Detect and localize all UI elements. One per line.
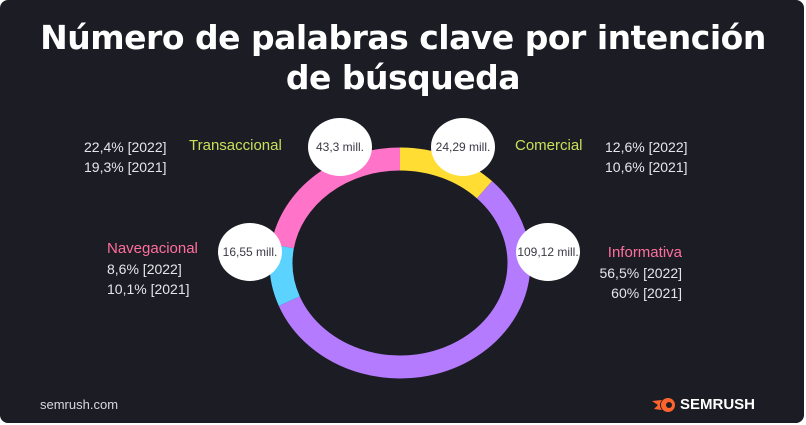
transaccional-percentages: 22,4% [2022] 19,3% [2021] bbox=[84, 137, 167, 177]
informativa-block: Informativa 56,5% [2022] 60% [2021] bbox=[590, 243, 682, 303]
bubble-circle bbox=[218, 223, 282, 281]
pct-2022: 8,6% [2022] bbox=[107, 261, 182, 277]
source-link[interactable]: semrush.com bbox=[40, 397, 119, 412]
pct-2021: 60% [2021] bbox=[611, 285, 682, 301]
bubble-circle bbox=[516, 223, 580, 281]
semrush-logo: SEMRUSH bbox=[652, 396, 755, 413]
pct-2022: 56,5% [2022] bbox=[599, 265, 682, 281]
value-label: 24,29 mill. bbox=[436, 140, 491, 154]
legend-label-navegacional: Navegacional bbox=[107, 240, 198, 257]
pct-2021: 19,3% [2021] bbox=[84, 159, 167, 175]
semrush-flame-icon bbox=[652, 397, 675, 412]
title-line-1: Número de palabras clave por intención bbox=[40, 18, 766, 57]
donut-slice-informativa bbox=[278, 181, 531, 379]
pct-2021: 10,1% [2021] bbox=[107, 281, 190, 297]
bubble-circle bbox=[431, 118, 495, 176]
value-bubble-comercial: 24,29 mill. bbox=[431, 118, 495, 176]
legend-label-comercial: Comercial bbox=[515, 137, 583, 154]
value-bubble-informativa: 109,12 mill. bbox=[516, 223, 580, 281]
brand-name: SEMRUSH bbox=[680, 396, 756, 413]
legend-label-informativa: Informativa bbox=[607, 244, 682, 261]
pct-2021: 10,6% [2021] bbox=[605, 159, 688, 175]
legend-label-transaccional: Transaccional bbox=[189, 137, 282, 154]
title-line-2: de búsqueda bbox=[285, 58, 521, 97]
chart-title: Número de palabras clave por intención d… bbox=[0, 18, 806, 98]
value-label: 43,3 mill. bbox=[316, 140, 364, 154]
value-bubble-transaccional: 43,3 mill. bbox=[308, 118, 372, 176]
value-label: 109,12 mill. bbox=[517, 245, 578, 259]
donut-slice-transaccional bbox=[271, 147, 401, 249]
donut-slice-navegacional bbox=[269, 243, 300, 306]
pct-2022: 12,6% [2022] bbox=[605, 139, 688, 155]
value-bubble-navegacional: 16,55 mill. bbox=[218, 223, 282, 281]
value-label: 16,55 mill. bbox=[223, 245, 278, 259]
comercial-percentages: 12,6% [2022] 10,6% [2021] bbox=[605, 137, 688, 177]
navegacional-block: Navegacional 8,6% [2022] 10,1% [2021] bbox=[107, 239, 198, 299]
pct-2022: 22,4% [2022] bbox=[84, 139, 167, 155]
bubble-circle bbox=[308, 118, 372, 176]
